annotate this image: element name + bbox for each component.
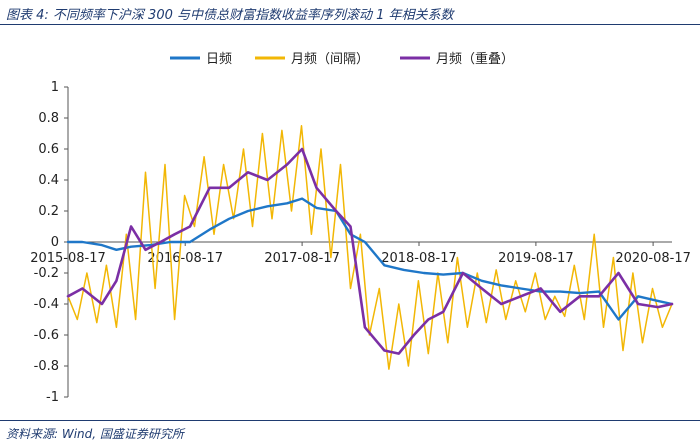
x-tick-label: 2020-08-17 (615, 251, 691, 266)
legend-item-daily-label: 日频 (206, 52, 232, 67)
series-line-monthly-interval (67, 125, 673, 370)
y-tick-label: 0 (51, 235, 59, 250)
x-tick-label: 2018-08-17 (381, 251, 457, 266)
legend-item-monthly-overlap-label: 月频（重叠） (436, 51, 514, 67)
y-tick-label: -0.6 (34, 328, 59, 343)
figure-title: 图表 4: 不同频率下沪深 300 与中债总财富指数收益率序列滚动 1 年相关系… (6, 8, 454, 23)
y-tick-label: 1 (51, 80, 59, 95)
series-line-monthly-overlap (66, 147, 674, 355)
x-axis: 2015-08-17 2016-08-17 2017-08-17 2018-08-17… (30, 241, 691, 266)
title-rule (0, 24, 700, 25)
source-rule (0, 420, 700, 421)
y-tick-label: 0.6 (38, 142, 59, 157)
x-tick-label: 2017-08-17 (264, 251, 340, 266)
x-tick-label: 2019-08-17 (498, 251, 574, 266)
correlation-chart: -1 -0.8 -0.6 -0.4 -0.2 0 0.2 0.4 0.6 0.8 1 2015-08… (30, 51, 691, 405)
legend: 日频 月频（间隔） 月频（重叠） (170, 51, 514, 67)
y-tick-label: -1 (46, 390, 59, 405)
x-tick-label: 2015-08-17 (30, 251, 106, 266)
source-note: 资料来源: Wind, 国盛证券研究所 (6, 427, 184, 441)
series-lines (66, 125, 674, 370)
y-tick-label: -0.4 (34, 297, 59, 312)
y-tick-label: -0.2 (34, 266, 59, 281)
legend-item-monthly-interval-label: 月频（间隔） (291, 52, 369, 67)
y-tick-label: -0.8 (34, 359, 59, 374)
x-tick-label: 2016-08-17 (147, 251, 223, 266)
y-tick-label: 0.2 (38, 204, 59, 219)
y-axis: -1 -0.8 -0.6 -0.4 -0.2 0 0.2 0.4 0.6 0.8 1 (34, 80, 69, 405)
y-tick-label: 0.4 (38, 173, 59, 188)
y-tick-label: 0.8 (38, 111, 59, 126)
